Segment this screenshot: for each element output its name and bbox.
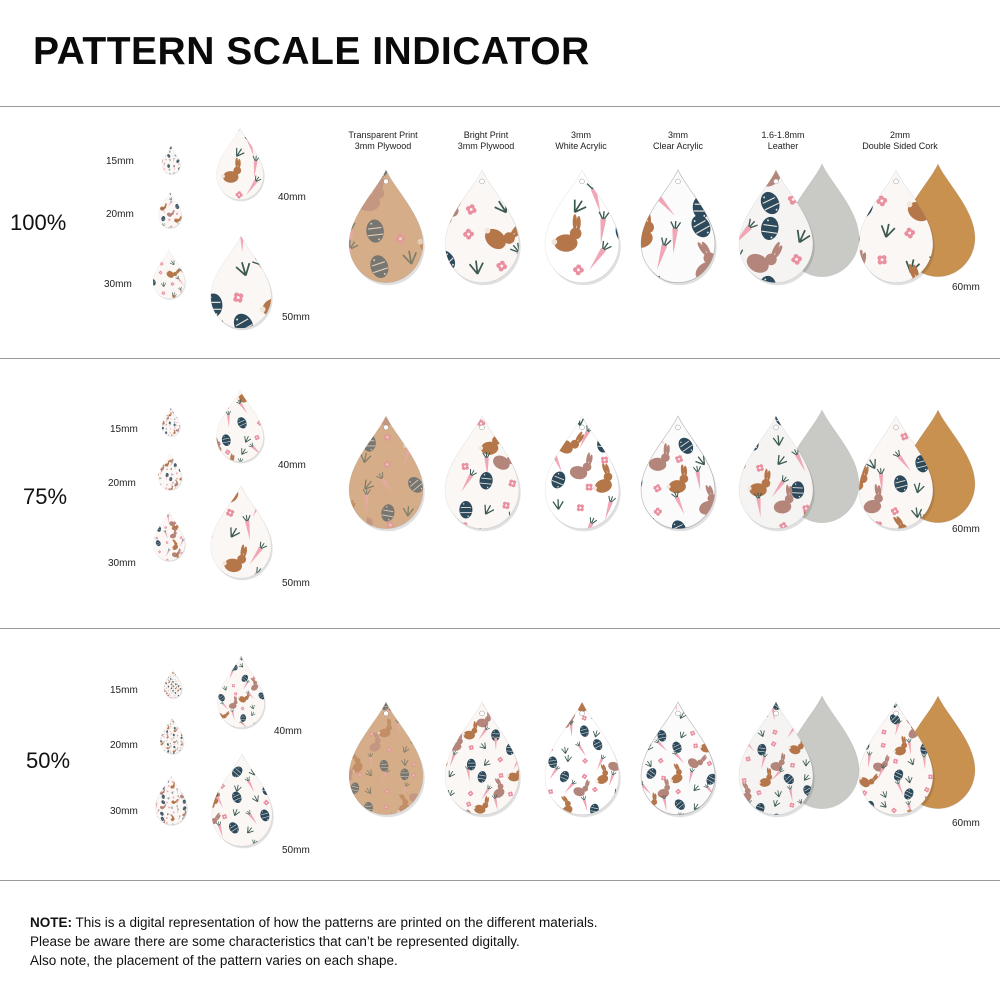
divider-bottom xyxy=(0,880,1000,881)
size-label-40mm: 40mm xyxy=(274,726,302,737)
sample-40mm-shape xyxy=(217,655,266,730)
material-sample-white-acrylic xyxy=(544,415,621,532)
note-line-3: Also note, the placement of the pattern … xyxy=(30,953,398,968)
material-sample-plywood-transparent xyxy=(348,415,425,532)
sample-30mm-shape xyxy=(154,775,188,826)
material-header-line2: White Acrylic xyxy=(555,141,607,151)
material-sample-leather xyxy=(738,415,815,532)
material-sample-plywood-bright xyxy=(444,701,521,818)
material-header-cork: 2mm Double Sided Cork xyxy=(850,130,950,152)
material-sample-cork xyxy=(858,415,935,532)
size-label-15mm: 15mm xyxy=(106,156,134,167)
material-header-line2: Clear Acrylic xyxy=(652,141,703,151)
size-label-30mm: 30mm xyxy=(110,806,138,817)
divider-75-50 xyxy=(0,628,1000,629)
sample-30mm-shape xyxy=(152,249,186,300)
size-label-60mm: 60mm xyxy=(952,282,980,293)
sample-40mm-shape xyxy=(216,127,265,202)
sample-20mm-shape xyxy=(158,453,183,491)
note-line-2: Please be aware there are some character… xyxy=(30,934,520,949)
size-label-50mm: 50mm xyxy=(282,578,310,589)
material-sample-plywood-bright xyxy=(444,169,521,286)
material-header-clear-acrylic: 3mm Clear Acrylic xyxy=(628,130,728,152)
material-header-line2: 3mm Plywood xyxy=(457,141,515,151)
material-header-line1: Transparent Print xyxy=(348,130,418,140)
sample-20mm-shape xyxy=(160,717,185,755)
divider-100-75 xyxy=(0,358,1000,359)
scale-label: 50% xyxy=(26,748,71,773)
sample-15mm-shape xyxy=(161,407,181,437)
note-line-1: This is a digital representation of how … xyxy=(75,915,598,930)
material-header-line2: 3mm Plywood xyxy=(354,141,412,151)
material-sample-cork xyxy=(858,701,935,818)
material-sample-plywood-transparent xyxy=(348,701,425,818)
material-sample-plywood-bright xyxy=(444,415,521,532)
scale-label: 100% xyxy=(10,210,67,235)
material-header-line1: 3mm xyxy=(668,130,688,140)
material-header-white-acrylic: 3mm White Acrylic xyxy=(531,130,631,152)
material-sample-clear-acrylic xyxy=(640,169,717,286)
size-label-20mm: 20mm xyxy=(106,209,134,220)
size-label-40mm: 40mm xyxy=(278,460,306,471)
size-label-60mm: 60mm xyxy=(952,524,980,535)
material-header-line2: Double Sided Cork xyxy=(862,141,938,151)
disclaimer-note: NOTE: This is a digital representation o… xyxy=(30,913,598,970)
size-label-20mm: 20mm xyxy=(110,740,138,751)
scale-row-75: 75% 15mm 20mm 30mm 40mm 50mm 60mm xyxy=(0,358,1000,628)
material-header-line1: 3mm xyxy=(571,130,591,140)
sample-40mm-shape xyxy=(216,389,265,464)
size-label-20mm: 20mm xyxy=(108,478,136,489)
sample-50mm-shape xyxy=(210,235,273,331)
sample-50mm-shape xyxy=(210,485,273,581)
note-label: NOTE: xyxy=(30,915,72,930)
scale-row-50: 50% 15mm 20mm 30mm 40mm 50mm 60mm xyxy=(0,628,1000,880)
material-sample-white-acrylic xyxy=(544,169,621,286)
size-label-50mm: 50mm xyxy=(282,845,310,856)
size-label-30mm: 30mm xyxy=(104,279,132,290)
material-header-leather: 1.6-1.8mm Leather xyxy=(733,130,833,152)
size-label-15mm: 15mm xyxy=(110,424,138,435)
divider-top xyxy=(0,106,1000,107)
material-sample-cork xyxy=(858,169,935,286)
size-label-40mm: 40mm xyxy=(278,192,306,203)
sample-15mm-shape xyxy=(163,669,183,699)
sample-15mm-shape xyxy=(161,145,181,175)
sample-30mm-shape xyxy=(152,511,186,562)
sample-50mm-shape xyxy=(211,753,274,849)
size-label-50mm: 50mm xyxy=(282,312,310,323)
scale-row-100: 100% 15mm 20mm 30mm 40mm 50mm 60mm xyxy=(0,106,1000,358)
material-header-line1: 2mm xyxy=(890,130,910,140)
material-sample-clear-acrylic xyxy=(640,701,717,818)
material-sample-plywood-transparent xyxy=(348,169,425,286)
material-sample-clear-acrylic xyxy=(640,415,717,532)
material-header-plywood-bright: Bright Print 3mm Plywood xyxy=(436,130,536,152)
page-title: PATTERN SCALE INDICATOR xyxy=(33,30,590,73)
size-label-15mm: 15mm xyxy=(110,685,138,696)
material-header-plywood-transparent: Transparent Print 3mm Plywood xyxy=(333,130,433,152)
material-header-line2: Leather xyxy=(767,141,799,151)
material-sample-leather xyxy=(738,701,815,818)
scale-label: 75% xyxy=(23,484,68,509)
material-header-line1: Bright Print xyxy=(463,130,509,140)
sample-20mm-shape xyxy=(158,191,183,229)
size-label-30mm: 30mm xyxy=(108,558,136,569)
size-label-60mm: 60mm xyxy=(952,818,980,829)
material-header-line1: 1.6-1.8mm xyxy=(761,130,805,140)
material-sample-white-acrylic xyxy=(544,701,621,818)
material-sample-leather xyxy=(738,169,815,286)
